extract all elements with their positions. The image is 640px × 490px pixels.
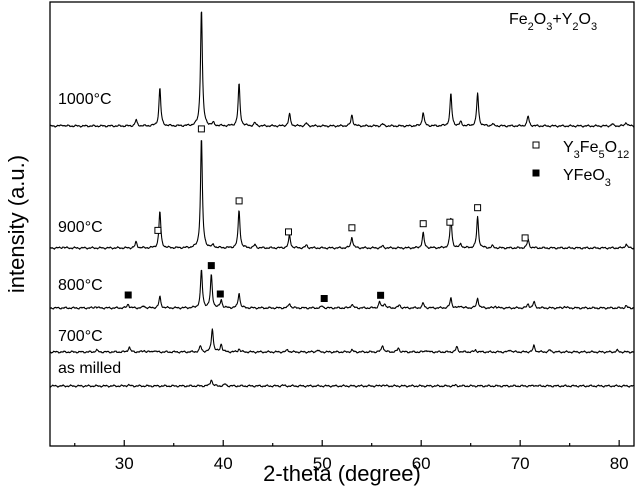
phase-marker-y3fe5o12-4	[348, 224, 356, 232]
series-labels: 1000°C 900°C 800°C 700°C as milled	[58, 91, 121, 377]
phase-marker-yfeo3-4	[377, 291, 385, 299]
phase-marker-y3fe5o12-8	[521, 234, 529, 242]
phase-marker-y3fe5o12-5	[419, 220, 427, 228]
title-fe: Fe	[509, 11, 528, 28]
trace-3	[49, 328, 635, 354]
phase-marker-yfeo3-0	[124, 291, 132, 299]
legend-marker-filled-square	[532, 169, 540, 177]
title-sub-2a: 2	[528, 21, 534, 33]
title-sub-3b: 3	[591, 21, 597, 33]
series-label-3: 700°C	[58, 328, 103, 345]
pattern-traces	[49, 11, 635, 388]
chart-title: Fe2O3+Y2O3	[509, 11, 597, 33]
phase-markers	[124, 125, 529, 302]
trace-1	[49, 140, 635, 250]
trace-2	[49, 269, 635, 310]
trace-4	[49, 379, 635, 388]
title-sub-3a: 3	[546, 21, 552, 33]
x-tick-label: 60	[412, 454, 431, 473]
series-label-1: 900°C	[58, 219, 103, 236]
x-tick-label: 80	[610, 454, 629, 473]
phase-marker-y3fe5o12-7	[474, 204, 482, 212]
x-tick-label: 30	[115, 454, 134, 473]
legend: Y3Fe5O12 YFeO3	[532, 139, 629, 189]
legend-marker-open-square	[532, 141, 540, 149]
title-o: O	[534, 11, 546, 28]
x-axis-ticks: 30 40 50 60 70 80	[74, 440, 629, 473]
series-label-2: 800°C	[58, 277, 103, 294]
x-tick-label: 70	[511, 454, 530, 473]
x-tick-label: 50	[313, 454, 332, 473]
title-plus-y: +Y	[552, 11, 572, 28]
legend-label-y3fe5o12: Y3Fe5O12	[563, 139, 629, 161]
x-axis-title: 2-theta (degree)	[263, 461, 421, 486]
legend-label-yfeo3: YFeO3	[563, 167, 611, 189]
phase-marker-y3fe5o12-1	[197, 125, 205, 133]
x-tick-label: 40	[214, 454, 233, 473]
phase-marker-y3fe5o12-2	[235, 197, 243, 205]
phase-marker-yfeo3-3	[320, 295, 328, 302]
series-label-4: as milled	[58, 360, 121, 377]
plot-frame	[49, 1, 635, 447]
phase-marker-yfeo3-2	[216, 290, 224, 298]
trace-0	[49, 11, 635, 128]
series-label-0: 1000°C	[58, 91, 112, 108]
title-o2: O	[579, 11, 591, 28]
phase-marker-y3fe5o12-3	[285, 228, 292, 236]
phase-marker-y3fe5o12-6	[446, 218, 454, 226]
phase-marker-y3fe5o12-0	[154, 226, 162, 234]
y-axis-title: intensity (a.u.)	[4, 155, 29, 293]
title-sub-2b: 2	[572, 21, 578, 33]
phase-marker-yfeo3-1	[207, 262, 215, 270]
